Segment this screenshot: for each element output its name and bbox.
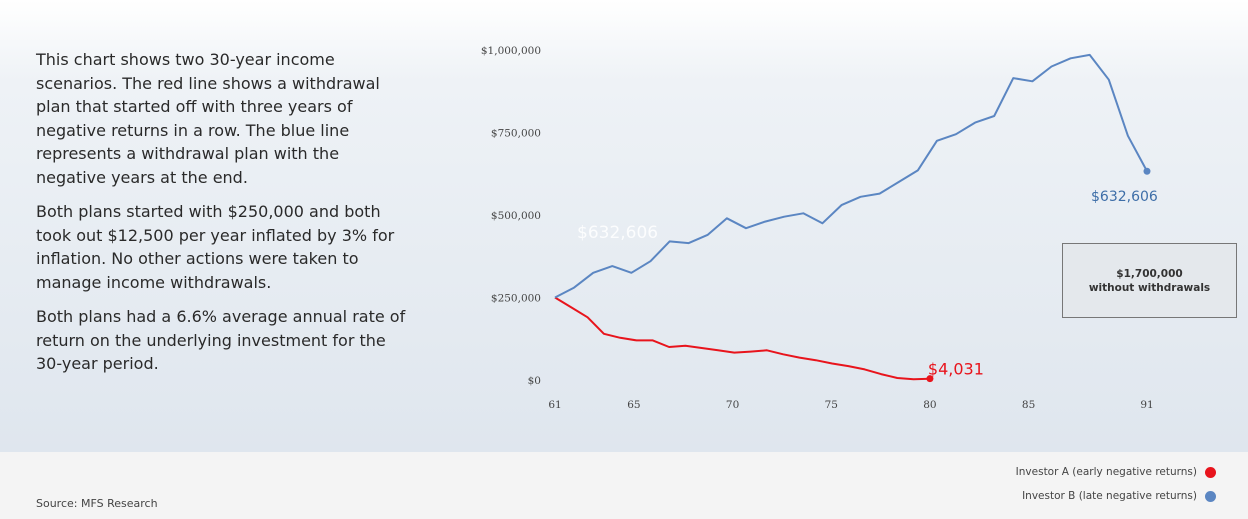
- series-end-point-a: [926, 375, 934, 383]
- x-tick-label-5: 85: [1022, 399, 1035, 411]
- description: This chart shows two 30-year income scen…: [36, 48, 406, 387]
- y-tick-label-0: $0: [528, 375, 541, 387]
- y-tick-label-3: $750,000: [491, 128, 541, 140]
- description-paragraph-2: Both plans started with $250,000 and bot…: [36, 202, 395, 292]
- x-tick-label-0: 61: [548, 399, 561, 411]
- legend-marker-a: [1205, 466, 1216, 478]
- x-tick-label-6: 91: [1140, 399, 1153, 411]
- legend-item-a: Investor A (early negative returns): [1016, 466, 1216, 478]
- x-tick-label-4: 80: [923, 399, 936, 411]
- legend-label-a: Investor A (early negative returns): [1015, 466, 1197, 478]
- series-line-a: [554, 296, 930, 381]
- callout-amount: $1,700,000: [1116, 267, 1183, 280]
- x-tick-label-2: 70: [726, 399, 739, 411]
- legend-label-b: Investor B (late negative returns): [1022, 490, 1197, 502]
- series-line-b: [554, 53, 1148, 299]
- source-note: Source: MFS Research: [36, 497, 158, 510]
- footer-band: [0, 452, 1248, 519]
- end-label-a: $4,031: [928, 360, 984, 379]
- legend-item-b: Investor B (late negative returns): [1022, 490, 1216, 502]
- series-end-point-b: [1143, 167, 1151, 175]
- y-tick-label-4: $1,000,000: [481, 45, 541, 57]
- ghost-value-label: $632,606: [577, 223, 658, 243]
- description-paragraph-3: Both plans had a 6.6% average annual rat…: [36, 307, 406, 373]
- x-tick-label-1: 65: [627, 399, 640, 411]
- callout-caption: without withdrawals: [1088, 281, 1211, 294]
- callout-box: $1,700,000 without withdrawals: [1062, 243, 1237, 318]
- x-tick-label-3: 75: [825, 399, 838, 411]
- description-paragraph-1: This chart shows two 30-year income scen…: [36, 50, 380, 187]
- line-chart: $0 $250,000 $500,000 $750,000 $1,000,000 61 65…: [481, 45, 1158, 411]
- y-tick-label-1: $250,000: [491, 293, 541, 305]
- end-label-b: $632,606: [1091, 189, 1158, 205]
- legend-marker-b: [1205, 490, 1216, 502]
- y-tick-label-2: $500,000: [491, 210, 541, 222]
